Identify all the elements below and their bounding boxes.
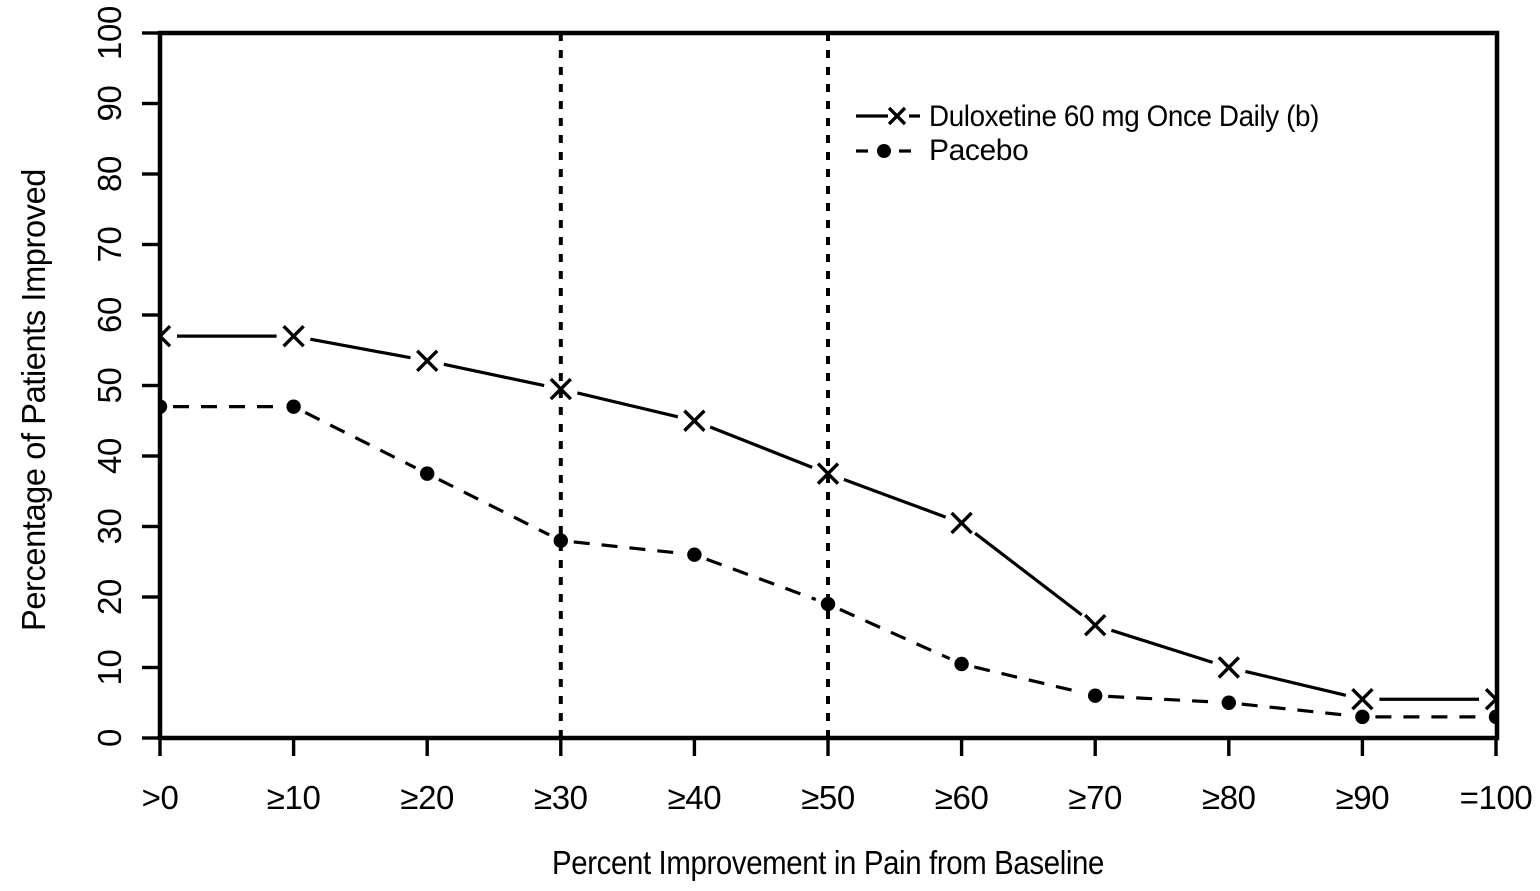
- x-marker: [415, 349, 439, 373]
- x-marker: [1484, 693, 1499, 711]
- duloxetine-line-segment: [843, 478, 947, 519]
- placebo-line-segment: [973, 665, 1083, 695]
- x-tick-label: >0: [142, 779, 179, 816]
- x-tick-label: ≥10: [267, 779, 321, 816]
- x-tick-label: ≥30: [534, 779, 588, 816]
- circle-marker: [158, 399, 168, 414]
- duloxetine-line-segment: [1110, 628, 1214, 664]
- x-axis-title: Percent Improvement in Pain from Baselin…: [552, 844, 1104, 881]
- y-tick-label: 20: [91, 579, 128, 615]
- circle-marker: [286, 399, 301, 414]
- y-tick-label: 30: [91, 509, 128, 545]
- x-marker: [683, 409, 706, 432]
- y-tick-label: 50: [91, 368, 128, 404]
- duloxetine-line-segment: [443, 362, 545, 388]
- placebo-line-segment: [573, 540, 682, 555]
- circle-marker: [1488, 709, 1499, 725]
- x-marker: [1351, 688, 1374, 711]
- duloxetine-line-segment: [974, 532, 1083, 617]
- x-tick-label: ≥20: [400, 779, 454, 816]
- circle-marker: [1221, 695, 1237, 710]
- x-marker: [1217, 656, 1241, 679]
- x-tick-label: ≥90: [1336, 779, 1390, 816]
- circle-marker: [1355, 709, 1370, 725]
- circle-marker: [553, 533, 568, 548]
- placebo-line-segment: [839, 607, 951, 661]
- duloxetine-line-segment: [576, 391, 679, 419]
- placebo-line-segment: [706, 557, 817, 602]
- y-tick-label: 40: [91, 438, 128, 474]
- x-marker: [282, 324, 305, 348]
- y-tick-label: 0: [91, 729, 128, 747]
- series-group: [158, 324, 1499, 725]
- legend-label-placebo: Pacebo: [929, 134, 1028, 167]
- x-tick-label: ≥80: [1202, 779, 1256, 816]
- circle-marker: [687, 547, 702, 562]
- placebo-line-segment: [1108, 694, 1216, 704]
- legend: [856, 106, 920, 158]
- x-marker: [816, 462, 840, 485]
- x-tick-label: ≥40: [668, 779, 722, 816]
- x-marker: [549, 377, 573, 401]
- series-placebo: [158, 399, 1499, 725]
- circle-marker: [954, 656, 969, 672]
- y-tick-label: 100: [91, 6, 128, 60]
- placebo-line-segment: [1241, 702, 1350, 718]
- duloxetine-line-segment: [709, 425, 813, 469]
- legend-circle-marker: [877, 144, 891, 158]
- placebo-line-segment: [304, 411, 417, 470]
- x-tick-label: ≥70: [1068, 779, 1122, 816]
- y-tick-label: 80: [91, 156, 128, 192]
- legend-label-duloxetine: Duloxetine 60 mg Once Daily (b): [929, 100, 1319, 133]
- y-tick-label: 90: [91, 86, 128, 122]
- y-tick-label: 60: [91, 297, 128, 333]
- duloxetine-line-segment: [1244, 669, 1347, 697]
- series-duloxetine: [158, 324, 1499, 711]
- x-marker: [1083, 613, 1107, 637]
- y-axis-title: Percentage of Patients Improved: [15, 169, 52, 631]
- duloxetine-line-segment: [310, 337, 411, 360]
- circle-marker: [420, 466, 435, 481]
- circle-marker: [820, 596, 836, 612]
- legend-x-marker: [887, 106, 907, 126]
- x-tick-label: ≥60: [935, 779, 989, 816]
- x-marker: [950, 511, 973, 535]
- placebo-line-segment: [438, 478, 550, 537]
- circle-marker: [1088, 688, 1103, 703]
- x-tick-label: ≥50: [801, 779, 855, 816]
- y-tick-label: 70: [91, 227, 128, 263]
- x-tick-label: =100: [1460, 779, 1533, 816]
- x-marker: [158, 324, 172, 341]
- y-tick-label: 10: [91, 650, 128, 686]
